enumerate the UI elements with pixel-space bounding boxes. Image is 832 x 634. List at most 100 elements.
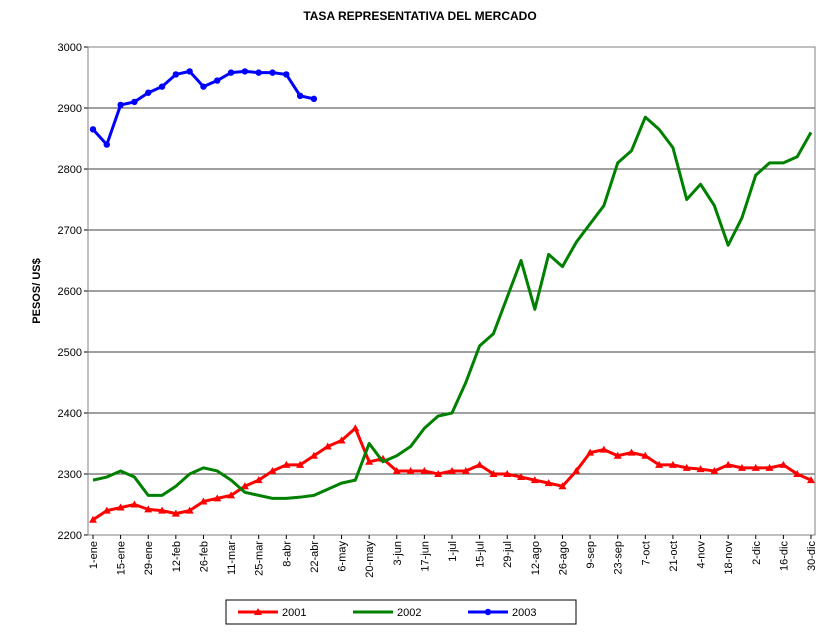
x-tick-label: 7-oct: [640, 541, 652, 565]
point-marker: [655, 460, 664, 468]
point-marker: [599, 445, 608, 453]
point-marker: [710, 466, 719, 474]
point-marker: [406, 466, 415, 474]
point-marker: [737, 463, 746, 471]
x-tick-label: 17-jun: [419, 541, 431, 572]
x-tick-label: 4-nov: [696, 541, 708, 569]
chart-title: TASA REPRESENTATIVA DEL MERCADO: [303, 9, 536, 23]
point-marker: [296, 460, 305, 468]
point-marker: [696, 465, 705, 473]
point-marker: [558, 482, 567, 490]
point-marker: [641, 451, 650, 459]
point-marker: [268, 466, 277, 474]
point-marker: [807, 476, 815, 484]
point-marker: [461, 466, 470, 474]
x-tick-label: 15-ene: [116, 541, 128, 575]
point-marker: [309, 451, 318, 459]
x-tick-label: 2-dic: [751, 541, 763, 565]
point-marker: [434, 470, 443, 477]
point-marker: [283, 71, 290, 78]
point-marker: [116, 503, 125, 511]
y-tick-label: 2600: [58, 286, 82, 298]
point-marker: [517, 473, 526, 481]
y-axis-label: PESOS/ US$: [31, 258, 43, 323]
point-marker: [765, 463, 774, 471]
point-marker: [269, 69, 276, 76]
x-tick-label: 16-dic: [778, 541, 790, 571]
x-tick-label: 25-mar: [254, 541, 266, 576]
series-line: [92, 115, 813, 500]
x-tick-label: 15-jul: [475, 541, 487, 568]
point-marker: [254, 476, 263, 484]
x-tick-label: 29-jul: [502, 541, 514, 568]
legend-marker: [254, 608, 262, 615]
y-tick-label: 2500: [58, 347, 82, 359]
y-tick-label: 2300: [58, 469, 82, 481]
point-marker: [682, 463, 691, 471]
point-marker: [724, 460, 733, 468]
point-marker: [240, 482, 249, 490]
point-marker: [337, 436, 346, 444]
point-marker: [503, 470, 512, 477]
point-marker: [351, 424, 360, 432]
x-tick-label: 20-may: [364, 541, 376, 578]
x-tick-label: 9-sep: [585, 541, 597, 569]
point-marker: [200, 83, 207, 90]
x-tick-label: 26-ago: [557, 541, 569, 575]
legend-label: 2003: [512, 607, 536, 619]
point-marker: [213, 494, 222, 502]
point-marker: [89, 515, 97, 523]
point-marker: [489, 470, 498, 477]
point-marker: [448, 466, 456, 474]
x-tick-label: 23-sep: [613, 541, 625, 575]
x-tick-label: 1-jul: [447, 541, 459, 562]
point-marker: [613, 451, 622, 459]
x-tick-label: 12-feb: [171, 541, 183, 572]
y-tick-label: 2200: [58, 530, 82, 542]
point-marker: [172, 71, 180, 78]
x-tick-label: 26-feb: [198, 541, 210, 572]
point-marker: [227, 491, 236, 499]
point-marker: [144, 505, 153, 513]
point-marker: [241, 68, 249, 75]
point-marker: [530, 476, 539, 484]
legend-marker: [484, 608, 492, 616]
point-marker: [282, 460, 291, 468]
point-marker: [186, 68, 193, 75]
y-tick-label: 2900: [58, 103, 82, 115]
point-marker: [310, 95, 318, 103]
point-marker: [779, 460, 788, 468]
legend-label: 2002: [397, 607, 421, 619]
point-marker: [420, 466, 429, 474]
y-tick-label: 2800: [58, 164, 82, 176]
point-marker: [627, 448, 636, 456]
point-marker: [131, 98, 138, 106]
point-marker: [227, 69, 235, 76]
x-tick-label: 11-mar: [226, 541, 238, 575]
x-tick-label: 12-ago: [530, 541, 542, 575]
point-marker: [255, 69, 262, 76]
x-tick-label: 6-may: [337, 541, 349, 572]
x-tick-label: 1-ene: [88, 541, 100, 569]
point-marker: [751, 463, 760, 471]
y-tick-label: 2400: [58, 408, 82, 420]
point-marker: [103, 141, 111, 148]
point-marker: [145, 89, 152, 96]
x-tick-label: 29-ene: [143, 541, 155, 575]
y-tick-label: 2700: [58, 225, 82, 237]
point-marker: [296, 92, 304, 100]
x-tick-label: 21-oct: [668, 541, 680, 572]
point-marker: [668, 460, 677, 468]
point-marker: [586, 448, 595, 456]
point-marker: [130, 500, 139, 508]
point-marker: [158, 83, 166, 90]
point-marker: [323, 442, 332, 450]
point-marker: [793, 470, 802, 477]
x-tick-label: 30-dic: [806, 541, 818, 571]
point-marker: [117, 101, 124, 109]
point-marker: [392, 466, 401, 474]
x-tick-label: 18-nov: [723, 541, 735, 575]
point-marker: [89, 126, 97, 133]
point-marker: [171, 509, 180, 517]
